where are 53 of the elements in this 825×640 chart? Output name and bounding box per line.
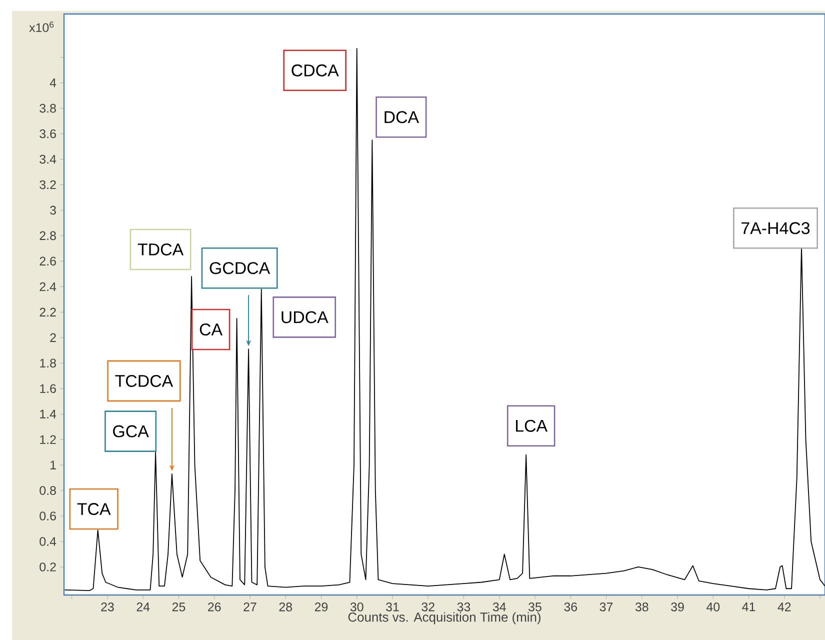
y-tick-label: 1.6 <box>40 384 56 393</box>
annotation: LCA <box>516 420 548 432</box>
x-tick-label: 38 <box>635 602 648 612</box>
annotation: GCDCA <box>210 262 270 274</box>
y-tick-label: 3.6 <box>40 129 56 138</box>
x-tick-label: 41 <box>742 602 756 612</box>
x-tick-label: 30 <box>350 602 364 612</box>
x-tick-label: 25 <box>172 602 186 612</box>
x-tick-label: 36 <box>564 602 577 612</box>
annotation: CA <box>200 324 223 336</box>
annotation: UDCA <box>282 311 328 324</box>
annotation: CDCA <box>292 64 339 76</box>
x-tick-label: 39 <box>671 602 684 612</box>
x-tick-label: 35 <box>528 602 542 612</box>
y-tick-label: 4 <box>50 78 56 88</box>
y-tick-label: 0.4 <box>40 537 56 546</box>
x-tick-label: 40 <box>706 602 720 612</box>
x-tick-label: 37 <box>600 602 613 612</box>
y-tick-label: 2.6 <box>40 256 56 266</box>
y-tick-label: 2 <box>50 333 56 342</box>
y-tick-label: 0.6 <box>40 512 56 520</box>
x-tick-label: 42 <box>778 602 791 612</box>
annotation: TCA <box>77 503 111 516</box>
y-tick-label: 1.4 <box>40 410 56 418</box>
x-tick-label: 23 <box>101 602 114 612</box>
y-tick-label: 2.2 <box>40 308 56 316</box>
y-tick-label: 1.8 <box>40 358 56 368</box>
x-tick-label: 33 <box>457 602 470 612</box>
y-tick-label: 2.8 <box>40 231 56 240</box>
y-tick-label: 0.8 <box>40 486 56 495</box>
annotation: DCA <box>384 111 420 124</box>
x-tick-label: 27 <box>244 602 256 612</box>
x-tick-label: 31 <box>386 602 399 612</box>
y-tick-label: 3.4 <box>40 154 56 164</box>
x-axis-title: Counts vs. Acquisition Time (min) <box>348 612 540 624</box>
x-tick-label: 32 <box>422 602 434 612</box>
y-tick-label: 2.4 <box>40 282 56 292</box>
annotation: TCDCA <box>115 374 174 387</box>
y-tick-label: 1 <box>50 460 56 470</box>
annotation: TDCA <box>138 243 184 256</box>
x-tick-label: 28 <box>279 602 292 612</box>
annotation: GCA <box>113 425 149 438</box>
x-tick-label: 26 <box>208 602 221 612</box>
annotation: 7A-H4C3 <box>742 222 810 234</box>
y-axis-title: x10$^{6}$ <box>29 22 54 32</box>
x-tick-label: 29 <box>314 602 328 612</box>
y-tick-label: 3.8 <box>40 104 56 113</box>
x-tick-label: 24 <box>136 602 150 612</box>
y-tick-label: 0.2 <box>40 562 56 572</box>
y-tick-label: 3 <box>50 206 56 215</box>
x-tick-label: 34 <box>492 602 506 612</box>
y-tick-label: 1.2 <box>40 435 56 444</box>
y-tick-label: 3.2 <box>40 180 56 190</box>
